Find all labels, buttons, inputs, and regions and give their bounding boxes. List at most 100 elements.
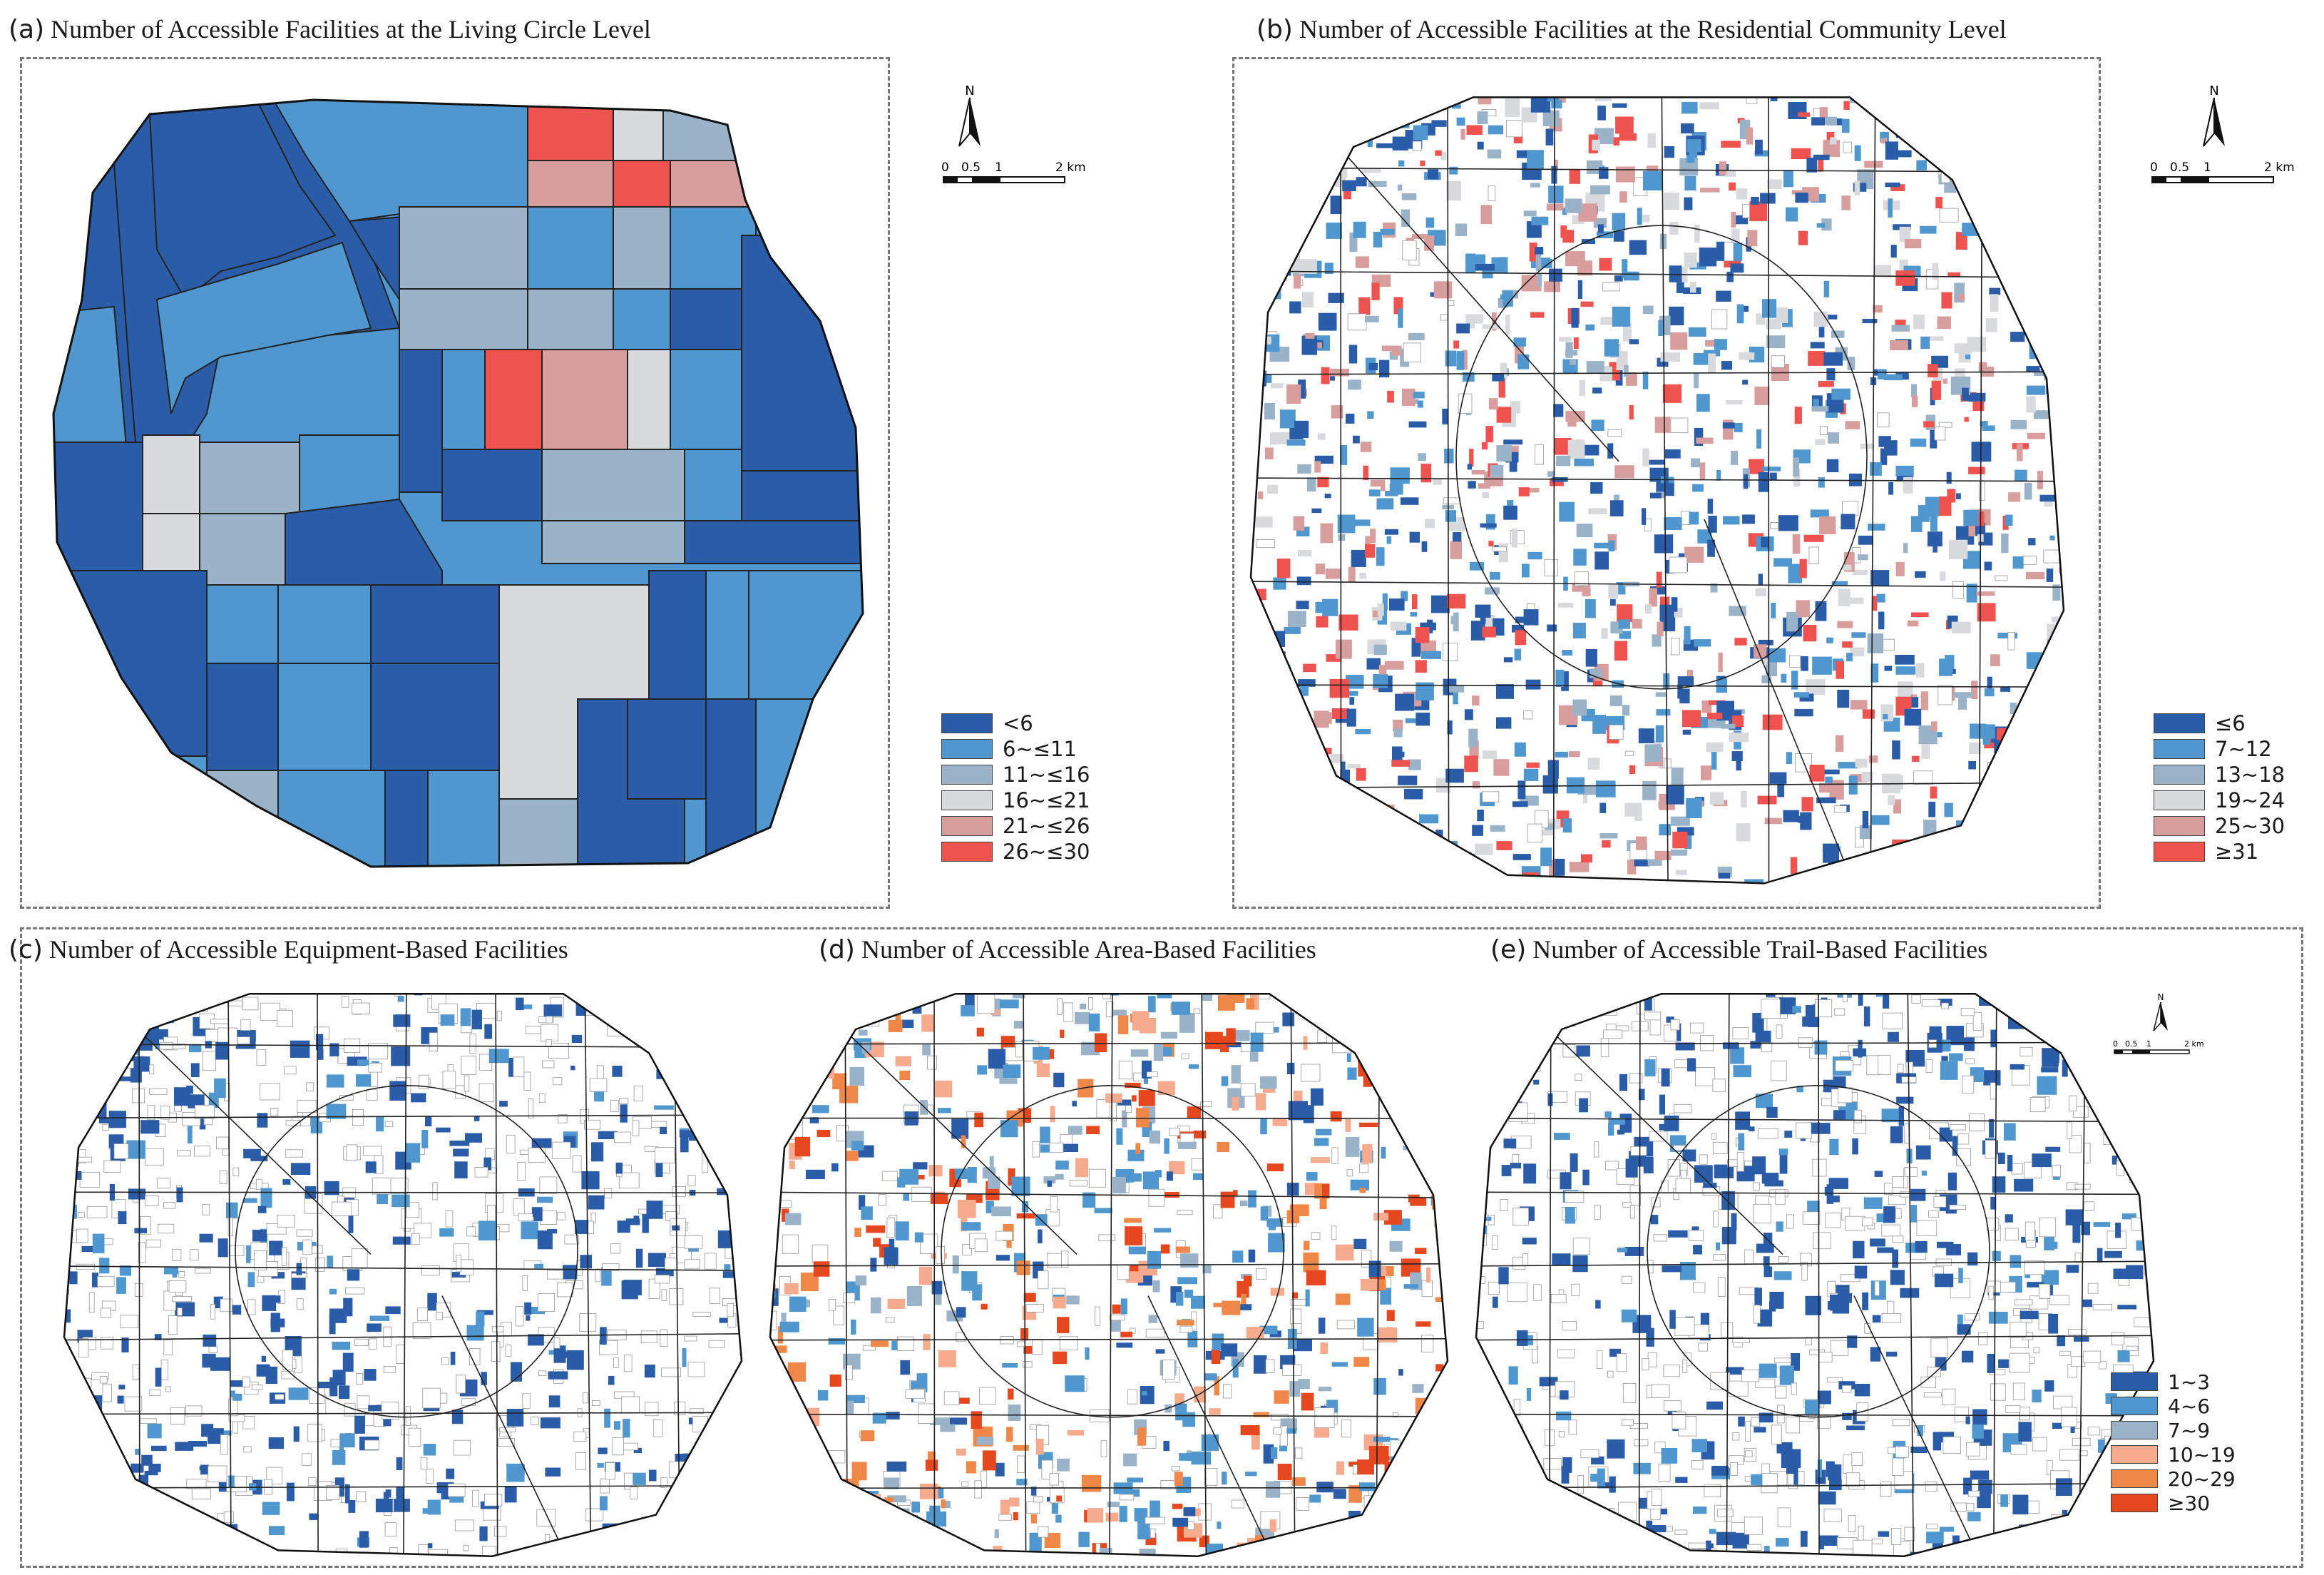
parcel — [1773, 558, 1792, 567]
parcel — [1739, 352, 1755, 360]
parcel — [988, 978, 1003, 984]
parcel — [538, 1094, 546, 1103]
parcel — [1754, 1288, 1762, 1306]
parcel — [1333, 1489, 1346, 1499]
parcel — [2155, 1192, 2161, 1198]
parcel — [1146, 1071, 1158, 1078]
parcel — [1933, 1196, 1947, 1208]
parcel — [1764, 1546, 1770, 1556]
parcel — [727, 1403, 742, 1410]
parcel — [1516, 70, 1533, 84]
parcel — [1851, 1452, 1863, 1467]
parcel — [1779, 1155, 1788, 1174]
parcel — [1458, 393, 1473, 414]
parcel — [730, 1445, 742, 1452]
parcel — [463, 1544, 469, 1551]
parcel — [1509, 461, 1517, 472]
parcel — [1691, 458, 1700, 468]
parcel — [1253, 1412, 1269, 1417]
parcel — [1512, 1207, 1530, 1225]
parcel — [2039, 755, 2054, 775]
parcel — [1571, 1283, 1580, 1296]
parcel — [1495, 1068, 1508, 1084]
parcel — [660, 1477, 667, 1488]
parcel — [1418, 640, 1436, 653]
parcel — [1589, 882, 1596, 884]
parcel — [525, 1307, 546, 1315]
parcel — [1875, 994, 1883, 997]
parcel — [506, 1463, 525, 1482]
parcel — [1998, 1359, 2009, 1368]
parcel — [1673, 1023, 1681, 1041]
parcel — [1618, 619, 1630, 629]
parcel — [1429, 1161, 1446, 1168]
parcel — [1852, 1138, 1858, 1155]
parcel — [759, 1526, 770, 1545]
parcel — [1286, 384, 1301, 404]
parcel — [1706, 742, 1724, 753]
legend-b: ≤6 7~12 13~18 19~24 25~30 ≥31 — [2154, 710, 2285, 865]
parcel — [76, 973, 88, 978]
parcel — [601, 1267, 612, 1286]
parcel — [1391, 760, 1411, 767]
parcel — [1200, 1101, 1212, 1107]
parcel — [1759, 1363, 1777, 1378]
parcel — [1249, 1046, 1259, 1062]
parcel — [1684, 197, 1693, 210]
parcel — [1370, 529, 1376, 544]
parcel — [64, 1146, 73, 1156]
parcel — [1892, 1176, 1905, 1188]
parcel — [1401, 209, 1411, 227]
parcel — [1742, 514, 1755, 524]
parcel — [1972, 402, 1985, 412]
scale-bar-cde: 0 0.5 1 2 km — [2113, 1039, 2204, 1054]
parcel — [2047, 765, 2063, 780]
parcel — [1476, 1216, 1492, 1221]
parcel — [344, 1287, 365, 1295]
panel-d-letter: (d) — [819, 935, 855, 964]
parcel — [1660, 352, 1680, 362]
parcel — [545, 1467, 561, 1477]
parcel — [172, 1248, 182, 1261]
parcel — [1245, 1472, 1257, 1477]
parcel — [1463, 1489, 1470, 1495]
parcel — [1338, 534, 1346, 541]
parcel — [1857, 554, 1868, 561]
parcel — [713, 994, 719, 995]
parcel — [1527, 1497, 1537, 1509]
parcel — [1895, 666, 1916, 675]
parcel — [1968, 137, 1980, 146]
parcel — [1419, 814, 1439, 824]
parcel — [1642, 1358, 1649, 1371]
parcel — [1491, 1004, 1498, 1010]
parcel — [1787, 73, 1802, 90]
parcel — [1892, 740, 1900, 760]
parcel — [144, 1196, 159, 1206]
parcel — [2007, 269, 2027, 275]
parcel — [1783, 810, 1799, 822]
parcel — [1846, 597, 1864, 604]
parcel — [1796, 1122, 1812, 1139]
parcel — [564, 1234, 580, 1245]
parcel — [1232, 1359, 1239, 1378]
parcel — [1590, 1474, 1602, 1482]
parcel — [1515, 630, 1527, 646]
parcel — [2039, 494, 2056, 502]
parcel — [1903, 476, 1913, 494]
parcel — [859, 1195, 866, 1210]
parcel — [1468, 1268, 1473, 1280]
parcel — [357, 1395, 370, 1410]
parcel — [1468, 481, 1476, 489]
parcel — [1345, 1119, 1351, 1132]
parcel — [270, 1312, 280, 1332]
parcel — [1315, 601, 1326, 613]
legend-a-row: 11~≤16 — [941, 762, 1090, 788]
parcel — [1978, 1479, 1992, 1494]
parcel — [911, 1502, 920, 1513]
parcel — [1345, 1137, 1360, 1157]
parcel — [1518, 487, 1530, 496]
parcel — [1442, 1233, 1448, 1244]
parcel — [1147, 976, 1166, 992]
parcel — [1782, 976, 1798, 986]
parcel — [103, 1519, 108, 1529]
